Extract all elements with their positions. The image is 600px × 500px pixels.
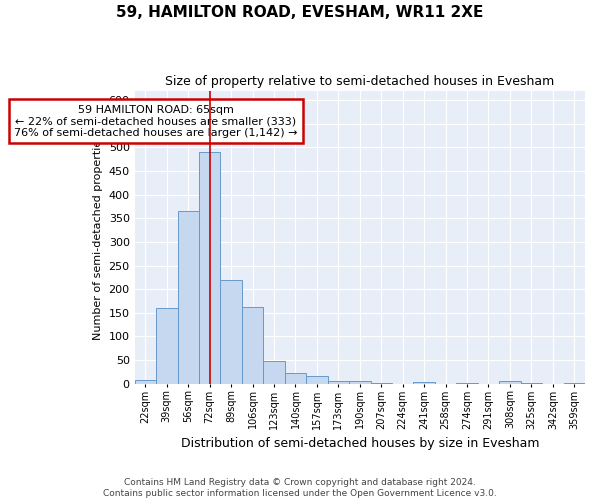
Bar [156,308,178,384]
Bar [134,380,156,384]
Text: 59 HAMILTON ROAD: 65sqm
← 22% of semi-detached houses are smaller (333)
76% of s: 59 HAMILTON ROAD: 65sqm ← 22% of semi-de… [14,104,298,138]
Bar [220,280,242,384]
Y-axis label: Number of semi-detached properties: Number of semi-detached properties [93,134,103,340]
Bar [349,381,371,384]
Bar [178,211,199,384]
X-axis label: Distribution of semi-detached houses by size in Evesham: Distribution of semi-detached houses by … [181,437,539,450]
Bar [199,152,220,384]
Title: Size of property relative to semi-detached houses in Evesham: Size of property relative to semi-detach… [165,75,554,88]
Bar [306,376,328,384]
Text: Contains HM Land Registry data © Crown copyright and database right 2024.
Contai: Contains HM Land Registry data © Crown c… [103,478,497,498]
Bar [563,383,585,384]
Bar [328,381,349,384]
Bar [285,373,306,384]
Bar [242,306,263,384]
Text: 59, HAMILTON ROAD, EVESHAM, WR11 2XE: 59, HAMILTON ROAD, EVESHAM, WR11 2XE [116,5,484,20]
Bar [499,381,521,384]
Bar [263,361,285,384]
Bar [413,382,435,384]
